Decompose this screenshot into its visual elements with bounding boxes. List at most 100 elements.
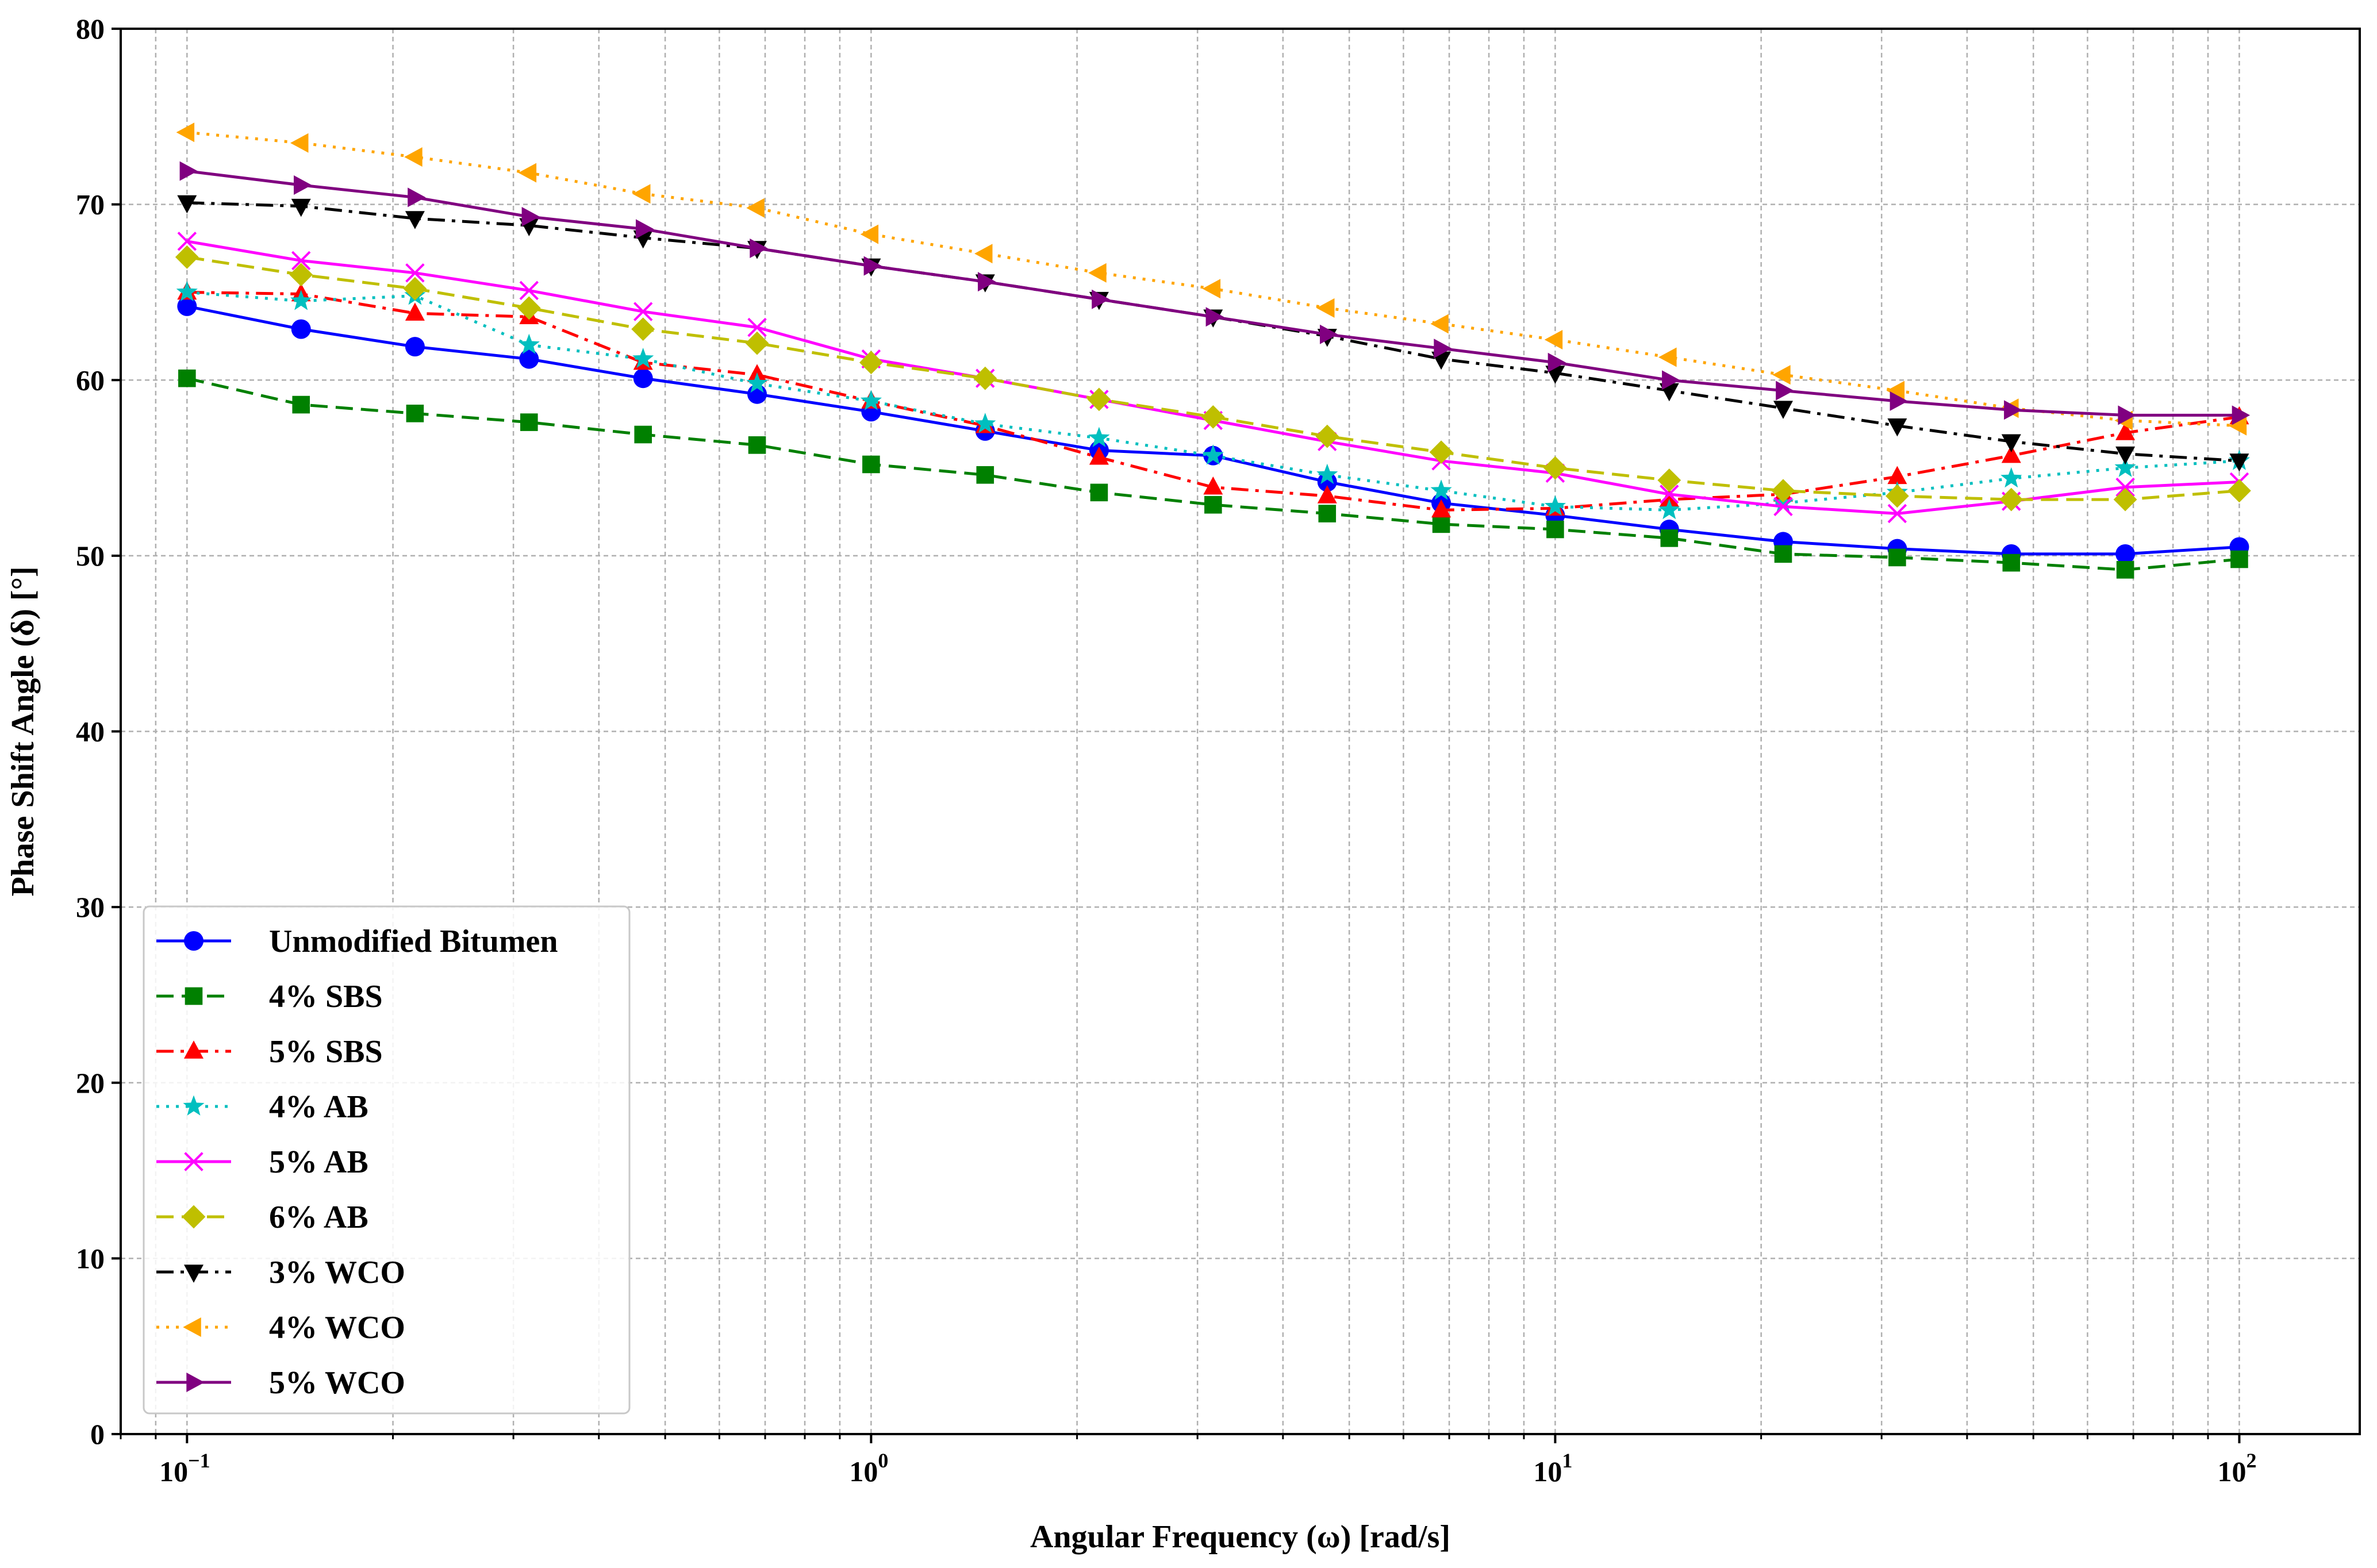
data-point — [1320, 324, 1338, 344]
data-point — [2230, 550, 2248, 568]
data-point — [1430, 479, 1452, 500]
legend-entry-3: 4% AB — [156, 1089, 368, 1125]
data-point — [403, 276, 427, 301]
data-point — [1316, 463, 1338, 485]
data-point — [863, 256, 882, 276]
marker-stroke — [1887, 504, 1907, 524]
data-point — [1317, 485, 1337, 504]
data-point — [633, 302, 653, 321]
data-point — [1890, 391, 1908, 411]
legend-entry-5: 6% AB — [156, 1200, 368, 1235]
data-point — [519, 280, 539, 301]
data-point — [1547, 352, 1566, 372]
y-axis-label: Phase Shift Angle (δ) [°] — [5, 566, 41, 896]
data-point — [1887, 504, 1907, 524]
data-point — [2229, 454, 2249, 472]
data-point — [2232, 405, 2251, 425]
data-point — [1544, 495, 1566, 516]
data-point — [291, 251, 311, 271]
legend-label: 4% WCO — [269, 1310, 405, 1346]
data-point — [2002, 554, 2021, 572]
data-point — [521, 207, 540, 226]
data-point — [520, 413, 538, 431]
y-tick-label: 60 — [76, 364, 105, 396]
y-tick-label: 80 — [76, 13, 105, 45]
legend-marker — [182, 1205, 206, 1229]
legend-marker — [184, 1152, 203, 1171]
data-point — [1772, 365, 1791, 385]
data-point — [1087, 387, 1111, 412]
x-axis-label: Angular Frequency (ω) [rad/s] — [1030, 1519, 1450, 1555]
data-point — [2115, 477, 2135, 497]
marker-stroke — [633, 302, 653, 321]
data-point — [290, 133, 309, 153]
data-point — [1660, 485, 1679, 504]
data-point — [405, 211, 425, 229]
data-point — [746, 198, 765, 218]
data-point — [973, 366, 997, 390]
marker-stroke — [184, 1152, 203, 1171]
data-point — [1318, 505, 1337, 522]
data-point — [1089, 447, 1109, 465]
legend-label: 4% AB — [269, 1089, 368, 1125]
data-point — [2001, 445, 2021, 463]
data-point — [2228, 416, 2247, 436]
marker-stroke — [2115, 477, 2135, 497]
data-point — [518, 333, 540, 354]
data-point — [1088, 263, 1107, 283]
data-point — [1888, 548, 1906, 567]
data-point — [290, 290, 312, 310]
data-point — [1774, 545, 1792, 563]
legend: Unmodified Bitumen 4% SBS 5% SBS 4% AB 5% AB… — [143, 905, 631, 1415]
legend-label: 5% AB — [269, 1144, 368, 1180]
data-point — [748, 436, 766, 454]
data-point — [634, 425, 652, 444]
data-point — [1431, 499, 1451, 518]
data-point — [1660, 529, 1679, 547]
data-point — [1201, 405, 1225, 429]
x-tick-label: 101 — [1533, 1449, 1572, 1488]
data-point — [860, 224, 879, 244]
data-point — [1317, 472, 1337, 492]
data-point — [1771, 479, 1795, 503]
data-point — [291, 319, 311, 339]
data-point — [974, 244, 993, 264]
data-point — [1773, 401, 1793, 419]
data-point — [1544, 330, 1563, 349]
marker-stroke — [405, 263, 425, 283]
data-point — [1887, 466, 1907, 485]
data-point — [1887, 418, 1907, 437]
legend-label: 6% AB — [269, 1200, 368, 1235]
data-point — [1659, 489, 1679, 507]
data-point — [1773, 497, 1793, 517]
data-point — [1202, 444, 1224, 465]
data-point — [294, 175, 312, 195]
x-tick-label: 102 — [2217, 1449, 2256, 1488]
y-tick-label: 10 — [76, 1242, 105, 1274]
y-tick-label: 30 — [76, 891, 105, 923]
legend-marker — [184, 931, 203, 951]
data-point — [1658, 498, 1680, 520]
data-point — [2004, 400, 2022, 420]
legend-entry-8: 5% WCO — [156, 1365, 405, 1401]
marker-stroke — [291, 251, 311, 271]
data-point — [1886, 381, 1905, 401]
data-point — [745, 331, 769, 355]
data-point — [2113, 487, 2137, 512]
data-point — [2115, 422, 2136, 440]
data-point — [176, 280, 198, 302]
legend-marker — [184, 1040, 203, 1059]
data-point — [632, 348, 654, 368]
legend-box — [143, 905, 631, 1415]
data-point — [406, 405, 424, 422]
data-point — [1205, 307, 1224, 327]
data-point — [1204, 495, 1222, 514]
data-point — [291, 198, 311, 217]
data-point — [976, 466, 994, 484]
legend-label: 4% SBS — [269, 979, 383, 1014]
data-point — [1776, 381, 1794, 401]
data-point — [2116, 561, 2134, 579]
data-point — [404, 147, 423, 167]
data-point — [2114, 456, 2136, 477]
